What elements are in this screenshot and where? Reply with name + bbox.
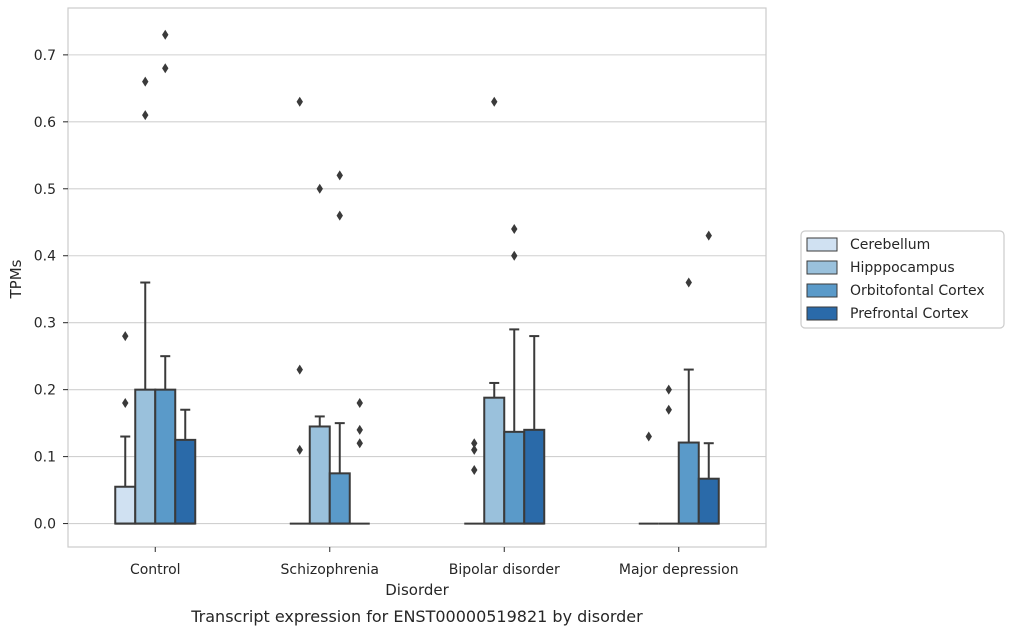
- legend-swatch: [806, 260, 838, 275]
- x-tick-label: Major depression: [619, 562, 739, 578]
- y-axis-label: TPMs: [7, 259, 25, 299]
- outlier-point: [296, 444, 303, 455]
- plot-area-frame: [67, 7, 767, 548]
- outlier-point: [316, 183, 323, 194]
- box: [308, 425, 331, 525]
- y-tick-label: 0.2: [34, 383, 56, 399]
- y-tick-label: 0.4: [34, 249, 56, 265]
- y-tick-label: 0.6: [34, 115, 56, 131]
- outlier-point: [162, 29, 169, 40]
- box: [697, 477, 720, 525]
- x-axis-label: Disorder: [385, 581, 449, 599]
- series-group: [154, 29, 700, 525]
- legend-label: Cerebellum: [850, 237, 930, 253]
- series-group: [114, 96, 659, 525]
- box: [154, 388, 177, 525]
- box: [483, 396, 506, 525]
- box: [523, 428, 546, 525]
- outlier-point: [122, 331, 129, 342]
- outlier-point: [705, 230, 712, 241]
- box: [174, 438, 197, 525]
- outlier-point: [511, 250, 518, 261]
- outlier-point: [336, 210, 343, 221]
- y-axis-ticks: 0.0 0.1 0.2 0.3 0.4 0.5 0.6 0.7: [34, 48, 68, 533]
- legend-swatch: [806, 283, 838, 298]
- x-tick-label: Schizophrenia: [281, 562, 379, 578]
- box: [677, 441, 700, 525]
- outlier-point: [296, 364, 303, 375]
- outlier-point: [356, 438, 363, 449]
- y-tick-label: 0.7: [34, 48, 56, 64]
- outlier-point: [511, 223, 518, 234]
- outlier-point: [665, 384, 672, 395]
- outlier-point: [162, 63, 169, 74]
- x-tick-label: Control: [130, 562, 181, 578]
- chart-caption: Transcript expression for ENST0000051982…: [190, 607, 643, 626]
- legend-label: Orbitofontal Cortex: [850, 283, 985, 299]
- outlier-point: [296, 96, 303, 107]
- y-tick-label: 0.3: [34, 316, 56, 332]
- box: [134, 388, 157, 525]
- outlier-point: [142, 110, 149, 121]
- outlier-point: [491, 96, 498, 107]
- outlier-point: [356, 398, 363, 409]
- legend-swatch: [806, 306, 838, 321]
- y-tick-label: 0.5: [34, 182, 56, 198]
- outlier-point: [336, 170, 343, 181]
- legend-label: Prefrontal Cortex: [850, 306, 969, 322]
- x-axis-ticks: Control Schizophrenia Bipolar disorder Majo…: [130, 547, 739, 578]
- legend-frame: [800, 230, 1005, 329]
- outlier-point: [356, 424, 363, 435]
- outlier-point: [645, 431, 652, 442]
- outlier-point: [471, 465, 478, 475]
- outlier-point: [471, 438, 478, 449]
- outlier-point: [142, 76, 149, 87]
- box-series: [114, 29, 720, 525]
- legend: Cerebellum Hipppocampus Orbitofontal Corte…: [800, 230, 1005, 329]
- legend-swatch: [806, 237, 838, 252]
- box: [503, 430, 526, 525]
- outlier-point: [122, 398, 129, 409]
- x-tick-label: Bipolar disorder: [449, 562, 560, 578]
- outlier-point: [665, 404, 672, 415]
- box: [328, 472, 351, 525]
- series-group: [174, 230, 720, 525]
- box: [114, 485, 137, 525]
- y-tick-label: 0.1: [34, 450, 56, 466]
- outlier-point: [471, 444, 478, 455]
- outlier-point: [685, 277, 692, 288]
- legend-label: Hipppocampus: [850, 260, 955, 276]
- y-tick-label: 0.0: [34, 517, 56, 533]
- series-group: [134, 76, 679, 525]
